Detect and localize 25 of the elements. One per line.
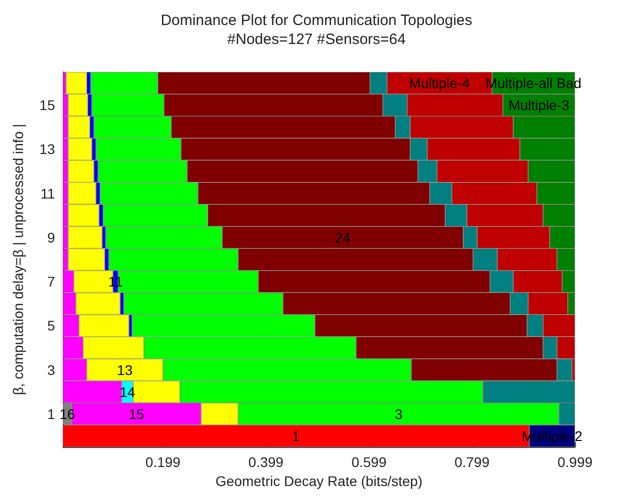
chart-subtitle: #Nodes=127 #Sensors=64 bbox=[227, 31, 406, 48]
x-tick-label: 0.799 bbox=[454, 454, 490, 470]
x-tick-label: 0.199 bbox=[145, 454, 181, 470]
series-label: Multiple-4 bbox=[409, 75, 470, 92]
series-label: 1 bbox=[292, 428, 300, 444]
series-label: 24 bbox=[334, 229, 351, 246]
series-label: 3 bbox=[394, 406, 403, 422]
y-tick-label: 1 bbox=[47, 406, 56, 422]
y-tick-label: 7 bbox=[47, 274, 56, 290]
series-label: 13 bbox=[117, 362, 133, 378]
series-label: Multiple-3 bbox=[508, 97, 570, 114]
x-tick-label: 0.399 bbox=[248, 454, 284, 470]
x-axis-title: Geometric Decay Rate (bits/step) bbox=[216, 472, 422, 489]
y-tick-label: 11 bbox=[40, 185, 56, 202]
series-label: 15 bbox=[128, 406, 144, 422]
y-tick-label: 5 bbox=[47, 318, 56, 334]
y-tick-label: 13 bbox=[39, 141, 56, 158]
y-axis-title: β, computation delay=β | unprocessed info | bbox=[10, 124, 26, 396]
chart-title: Dominance Plot for Communication Topologies bbox=[160, 12, 472, 29]
y-tick-label: 9 bbox=[47, 229, 56, 246]
y-tick-label: 15 bbox=[39, 97, 56, 114]
series-label: 11 bbox=[108, 274, 124, 290]
x-tick-label: 0.999 bbox=[557, 454, 593, 470]
y-tick-label: 3 bbox=[47, 362, 56, 378]
x-tick-label: 0.599 bbox=[351, 454, 387, 470]
